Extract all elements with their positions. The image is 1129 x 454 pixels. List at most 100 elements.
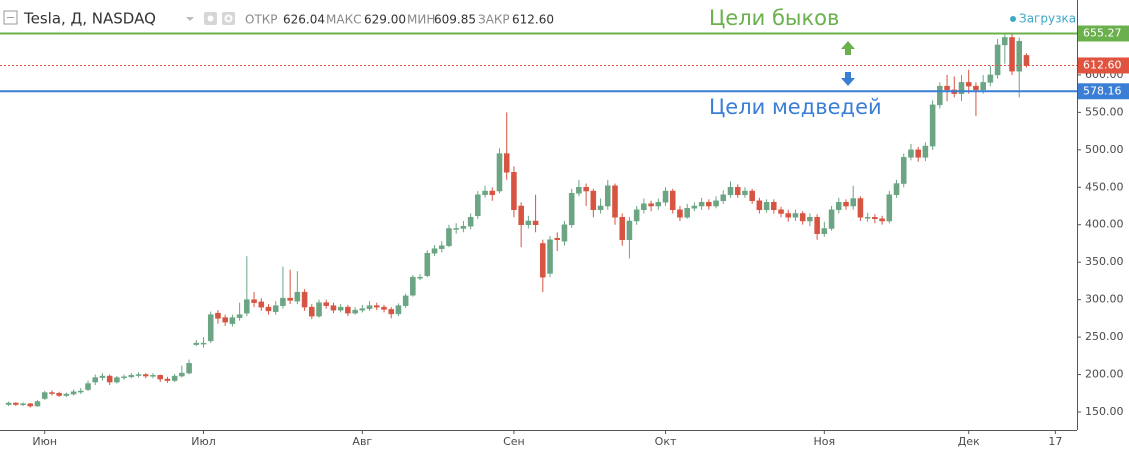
candle-body <box>496 153 503 192</box>
x-tick-label: 17 <box>1048 435 1062 448</box>
candle-body <box>698 202 705 207</box>
collapse-icon[interactable] <box>3 10 18 25</box>
candle-body <box>251 299 257 303</box>
candle-body <box>778 209 784 214</box>
candle-body <box>431 248 438 254</box>
candle-body <box>5 402 12 405</box>
candle-body <box>330 305 337 311</box>
candle-body <box>850 198 856 207</box>
candle-body <box>742 190 748 196</box>
candle-body <box>186 363 192 374</box>
x-tick-label: Июл <box>191 435 216 448</box>
candle-body <box>164 378 171 381</box>
candle-body <box>749 190 755 202</box>
candle-body <box>532 220 539 225</box>
candle-body <box>63 393 70 396</box>
candle-body <box>85 383 91 390</box>
candle-body <box>70 391 77 395</box>
candle-body <box>272 305 279 312</box>
candle-body <box>973 85 979 91</box>
ohlc-label: ОТКР <box>245 13 278 27</box>
candle-body <box>410 276 416 296</box>
candle-body <box>648 203 654 207</box>
candle-body <box>157 375 163 380</box>
candle-body <box>677 209 683 218</box>
candle-body <box>792 213 799 218</box>
candle-body <box>236 314 243 318</box>
candle-body <box>540 243 546 278</box>
candle-body <box>171 375 178 381</box>
level-price-label: 612.60 <box>1083 58 1122 71</box>
candle-body <box>734 187 741 196</box>
candle-body <box>150 375 156 377</box>
level-price-label: 578.16 <box>1083 84 1122 97</box>
x-tick-label: Дек <box>958 435 980 448</box>
candle-body <box>142 374 149 377</box>
candle-body <box>1023 55 1030 66</box>
candle-body <box>922 145 929 158</box>
candle-body <box>1002 37 1008 46</box>
candle-body <box>727 187 734 196</box>
candle-body <box>597 205 604 211</box>
candle-body <box>373 305 380 308</box>
candle-body <box>265 306 272 312</box>
candle-body <box>207 314 214 342</box>
candle-body <box>366 305 373 309</box>
candle-body <box>980 82 986 91</box>
candle-body <box>475 194 481 216</box>
candle-body <box>1009 37 1015 72</box>
y-tick-label: 550.00 <box>1085 105 1124 118</box>
candle-body <box>1016 40 1023 72</box>
ohlc-value: 629.00 <box>364 13 406 27</box>
candle-body <box>13 402 19 405</box>
settings-icon[interactable] <box>222 12 235 25</box>
candle-body <box>893 183 900 196</box>
candle-body <box>309 306 315 317</box>
candle-body <box>864 216 871 219</box>
ohlc-label: МИН <box>407 13 435 27</box>
candle-body <box>352 309 358 314</box>
candle-body <box>828 209 835 229</box>
y-tick-label: 150.00 <box>1085 405 1124 418</box>
candle-body <box>258 301 265 308</box>
candle-body <box>503 153 510 173</box>
candle-body <box>280 297 286 306</box>
candle-body <box>128 375 135 378</box>
candle-body <box>561 224 568 242</box>
candle-body <box>835 202 842 211</box>
y-tick-label: 300.00 <box>1085 293 1124 306</box>
candle-body <box>821 228 828 234</box>
candle-body <box>583 187 589 192</box>
y-tick-label: 350.00 <box>1085 255 1124 268</box>
candle-body <box>323 302 330 306</box>
candle-body <box>929 104 936 147</box>
candle-body <box>467 216 474 227</box>
level-price-box <box>1078 83 1129 100</box>
candle-body <box>20 403 26 406</box>
candle-body <box>771 202 777 211</box>
candle-body <box>287 297 293 301</box>
candle-body <box>886 194 893 222</box>
level-annotation: Цели медведей <box>709 95 882 119</box>
candle-body <box>78 390 84 393</box>
candle-body <box>713 200 719 207</box>
candle-body <box>489 190 496 196</box>
candle-body <box>619 216 625 240</box>
x-tick-label: Авг <box>352 435 372 448</box>
y-tick-label: 500.00 <box>1085 143 1124 156</box>
candle-body <box>244 299 250 314</box>
candle-body <box>684 208 690 218</box>
candle-body <box>359 308 366 311</box>
candle-body <box>908 149 914 158</box>
symbol-dropdown[interactable] <box>186 17 194 21</box>
candle-body <box>27 403 34 407</box>
candle-body <box>482 190 488 196</box>
candle-body <box>106 375 113 383</box>
candle-body <box>193 342 200 345</box>
candle-body <box>114 377 120 383</box>
candle-body <box>424 252 431 276</box>
candle-body <box>691 205 698 209</box>
candle-body <box>720 194 727 202</box>
